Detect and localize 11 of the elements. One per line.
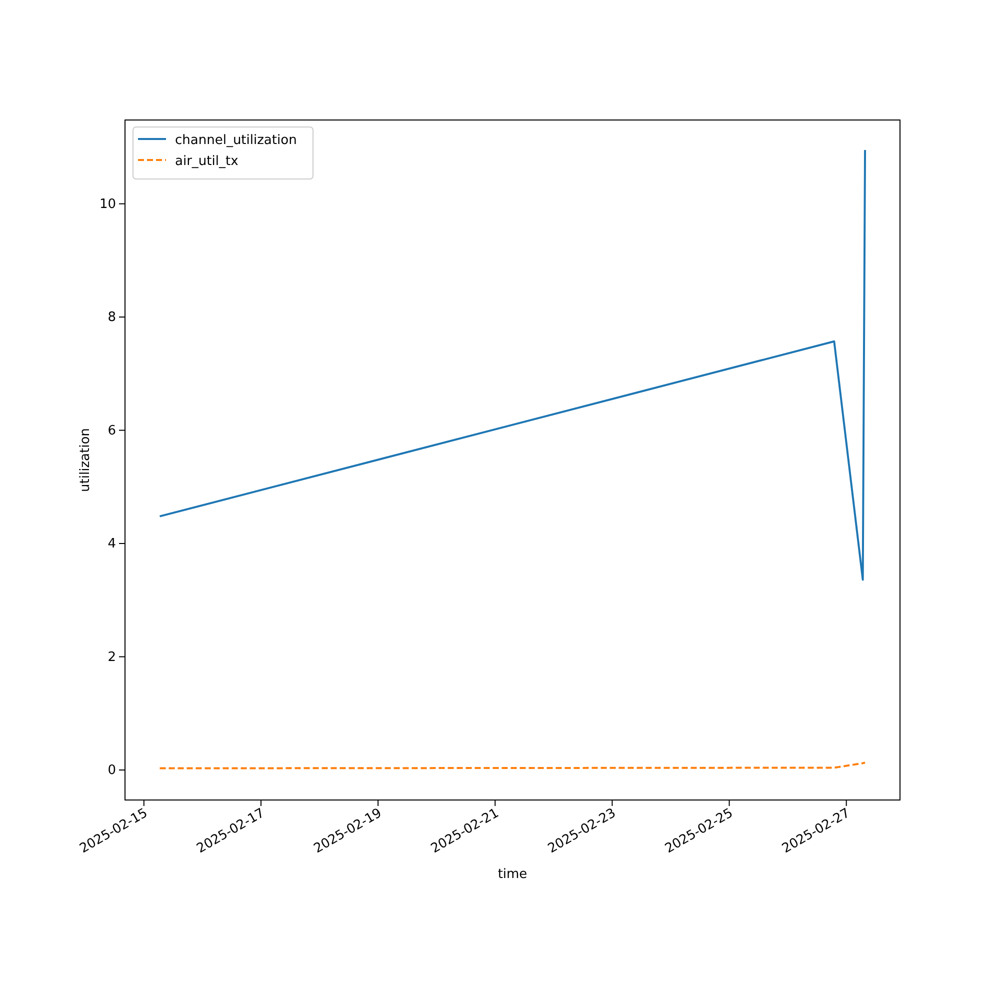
- x-axis-title: time: [498, 867, 528, 882]
- y-tick-label: 10: [99, 196, 116, 212]
- y-tick-label: 4: [108, 536, 116, 552]
- line-series: [158, 149, 866, 581]
- y-axis-title: utilization: [78, 428, 93, 492]
- legend-label: channel_utilization: [175, 133, 297, 148]
- y-tick-label: 6: [108, 423, 116, 438]
- y-tick-label: 8: [108, 310, 116, 326]
- y-tick-label: 2: [108, 650, 116, 665]
- y-tick-label: 0: [108, 763, 116, 778]
- legend-label: air_util_tx: [175, 154, 239, 169]
